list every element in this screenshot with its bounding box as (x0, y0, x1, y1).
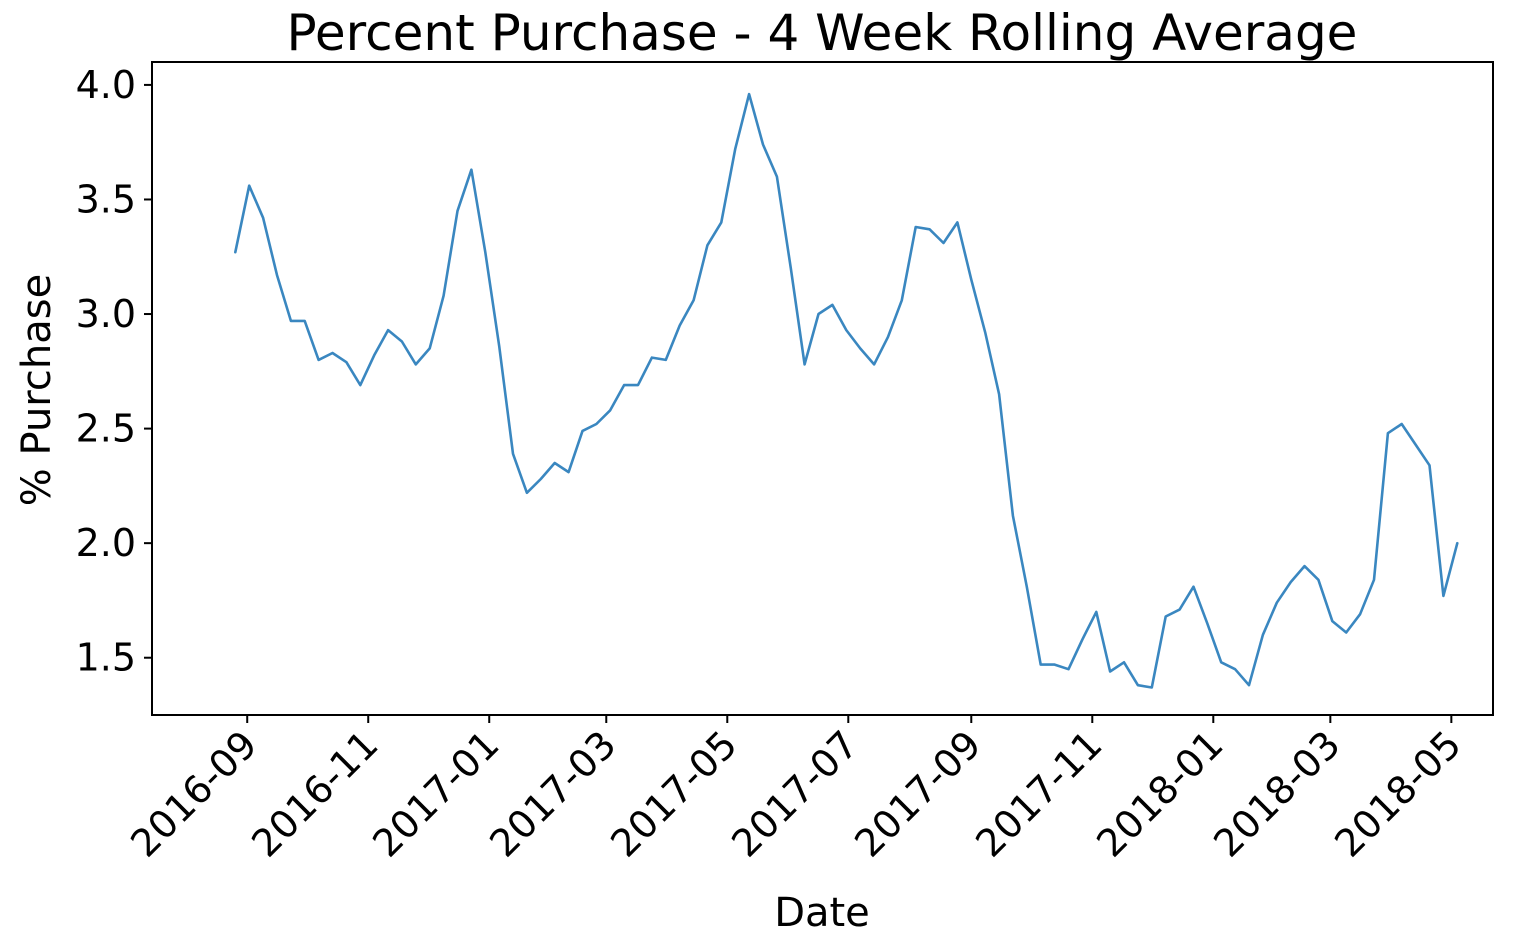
x-tick-label: 2017-03 (481, 722, 624, 865)
y-axis-label: % Purchase (14, 274, 60, 506)
plot-area (234, 92, 1459, 689)
x-tick-label: 2016-11 (243, 722, 386, 865)
x-tick-label: 2018-05 (1326, 722, 1469, 865)
plot-frame (151, 61, 1494, 716)
x-tick-label: 2016-09 (122, 722, 265, 865)
series-line-0 (234, 92, 1459, 689)
x-axis: 2016-092016-112017-012017-032017-052017-… (122, 715, 1470, 866)
x-tick-label: 2017-11 (967, 722, 1110, 865)
y-tick-label: 4.0 (76, 63, 136, 107)
y-tick-label: 1.5 (76, 636, 136, 680)
x-tick-label: 2017-07 (723, 722, 866, 865)
y-tick-label: 2.0 (76, 521, 136, 565)
y-axis: 1.5 2.0 2.5 3.0 3.5 4.0 (76, 63, 152, 680)
x-tick-label: 2017-01 (364, 722, 507, 865)
x-tick-label: 2018-01 (1088, 722, 1231, 865)
x-tick-label: 2017-09 (846, 722, 989, 865)
x-tick-label: 2018-03 (1205, 722, 1348, 865)
y-tick-label: 3.5 (76, 177, 136, 221)
y-tick-label: 2.5 (76, 407, 136, 451)
y-tick-label: 3.0 (76, 292, 136, 336)
chart-title: Percent Purchase - 4 Week Rolling Averag… (287, 4, 1358, 62)
x-tick-label: 2017-05 (602, 722, 745, 865)
x-axis-label: Date (774, 890, 870, 936)
